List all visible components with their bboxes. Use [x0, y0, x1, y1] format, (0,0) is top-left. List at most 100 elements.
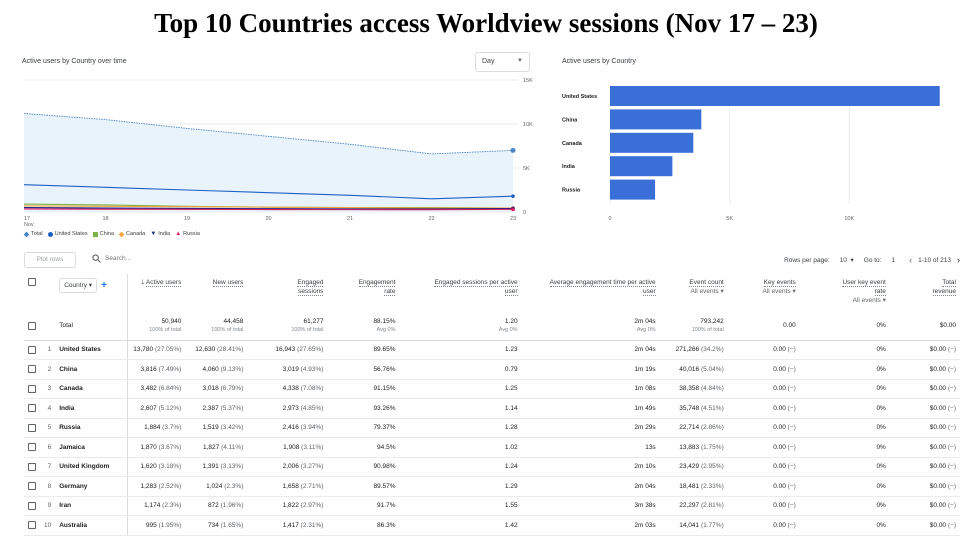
bar [610, 86, 940, 106]
plot-rows-button[interactable]: Plot rows [24, 252, 76, 268]
table-row[interactable]: 1 United States 13,780 (27.05%) 12,630 (28.… [24, 340, 960, 360]
search-input[interactable] [105, 255, 185, 262]
total-subtext: Avg 0% [636, 327, 656, 334]
column-header-label: Key events [763, 279, 796, 287]
column-header[interactable]: New users [185, 274, 247, 312]
column-header[interactable]: 🡓 Active users [127, 274, 185, 312]
column-header[interactable]: Engagement rate [327, 274, 399, 312]
table-cell: 91.15% [327, 379, 400, 399]
metric-filter-select[interactable]: All events ▾ [762, 288, 796, 295]
legend-swatch-icon [92, 231, 98, 237]
cell-percent: (−) [947, 463, 956, 471]
row-checkbox[interactable] [28, 404, 36, 413]
row-checkbox[interactable] [28, 443, 36, 452]
y-tick-label: 0 [523, 210, 526, 216]
slide-title: Top 10 Countries access Worldview sessio… [154, 8, 818, 38]
table-cell: $0.00 (−) [889, 379, 960, 399]
table-cell: 22,714 (2.86%) [659, 418, 728, 438]
cell-value: 2,973 [282, 404, 299, 412]
table-cell: 0% [799, 418, 890, 438]
line-chart-legend: Total United States China Canada ▼ India ▲ Russ… [23, 231, 200, 237]
table-row[interactable]: 4 India 2,607 (5.12%) 2,387 (5.37%) 2,973 (4… [24, 398, 960, 419]
cell-percent: (5.37%) [220, 404, 244, 412]
column-header[interactable]: User key event rate All events ▾ [800, 274, 890, 312]
sort-desc-icon[interactable]: 🡓 [141, 279, 146, 286]
cell-percent: (3.42%) [220, 424, 244, 432]
table-row[interactable]: 10 Australia 995 (1.95%) 734 (1.65%) 1,417 (… [24, 515, 960, 536]
column-header[interactable]: Total revenue [890, 274, 960, 312]
legend-item[interactable]: Canada [118, 231, 145, 237]
table-cell: 89.65% [327, 340, 400, 360]
row-checkbox[interactable] [28, 501, 36, 510]
legend-item[interactable]: ▼ India [150, 231, 170, 237]
add-dimension-icon[interactable]: + [101, 279, 107, 291]
bar [610, 109, 702, 130]
legend-item[interactable]: ▲ Russia [175, 231, 200, 237]
cell-percent: (−) [787, 404, 796, 412]
table-row[interactable]: 3 Canada 3,482 (6.84%) 3,018 (6.79%) 4,338 (… [24, 379, 960, 399]
table-row[interactable]: 8 Germany 1,283 (2.52%) 1,024 (2.3%) 1,658 (… [24, 476, 960, 497]
cell-value: $0.00 [929, 482, 947, 490]
table-row[interactable]: 6 Jamaica 1,870 (3.67%) 1,827 (4.11%) 1,908 … [24, 437, 960, 458]
table-cell: 0.00 (−) [727, 340, 800, 360]
dimension-select[interactable]: Country ▾ [59, 278, 98, 293]
total-cell: $0.00 [889, 312, 960, 341]
table-cell: 734 (1.65%) [185, 515, 248, 536]
pagination: Rows per page: 10 ▾ Go to: 1 ‹ 1-10 of 2… [784, 255, 960, 265]
row-checkbox[interactable] [28, 423, 36, 432]
cell-percent: (−) [947, 482, 956, 490]
column-header-label: Average engagement time per active [549, 279, 656, 287]
table-cell: 94.5% [327, 437, 400, 458]
column-header[interactable]: Engaged sessions [247, 274, 327, 312]
row-checkbox[interactable] [28, 365, 36, 374]
search-box[interactable] [92, 254, 185, 263]
select-all-checkbox[interactable] [28, 278, 36, 287]
cell-value: 0.00 [773, 346, 786, 354]
row-checkbox[interactable] [28, 345, 36, 354]
table-cell: 0% [799, 379, 890, 399]
column-header[interactable]: Average engagement time per active user [522, 274, 660, 312]
column-header-label-2: user [643, 288, 656, 296]
country-name: Iran [55, 496, 128, 516]
table-cell: 1,417 (2.31%) [247, 515, 328, 536]
cell-value: 0.00 [773, 463, 786, 471]
column-header[interactable]: Event count All events ▾ [660, 274, 728, 312]
column-header[interactable]: Engaged sessions per active user [399, 274, 521, 312]
cell-value: 1,391 [202, 463, 219, 471]
row-checkbox[interactable] [28, 462, 36, 471]
legend-item[interactable]: United States [47, 231, 88, 237]
table-row[interactable]: 7 United Kingdom 1,620 (3.18%) 1,391 (3.13%… [24, 457, 960, 477]
cell-percent: (4.85%) [300, 404, 324, 412]
row-checkbox[interactable] [28, 521, 36, 530]
cell-percent: (3.94%) [300, 424, 324, 432]
legend-item[interactable]: Total [23, 231, 43, 237]
table-row[interactable]: 5 Russia 1,884 (3.7%) 1,519 (3.42%) 2,416 (3… [24, 418, 960, 438]
row-checkbox[interactable] [28, 321, 36, 330]
granularity-select[interactable]: Day ▼ [475, 52, 530, 72]
metric-filter-select[interactable]: All events ▾ [852, 297, 886, 304]
rows-per-page-select[interactable]: 10 ▾ [836, 256, 858, 264]
cell-value: 1.23 [504, 346, 518, 354]
cell-percent: (1.77%) [700, 521, 724, 529]
legend-item[interactable]: China [92, 231, 114, 237]
row-checkbox[interactable] [28, 482, 36, 491]
cell-percent: (4.51%) [700, 404, 724, 412]
table-row[interactable]: 9 Iran 1,174 (2.3%) 872 (1.96%) 1,822 (2.97%… [24, 496, 960, 516]
cell-percent: (−) [787, 521, 796, 529]
table-row[interactable]: 2 China 3,816 (7.49%) 4,060 (9.13%) 3,019 (4… [24, 359, 960, 380]
column-header[interactable]: Key events All events ▾ [728, 274, 800, 312]
rows-per-page-label: Rows per page: [784, 256, 830, 264]
chevron-right-icon[interactable]: › [957, 255, 960, 265]
table-cell: 38,358 (4.84%) [659, 379, 728, 399]
bar-category-label: United States [562, 94, 597, 100]
goto-input[interactable]: 1 [891, 256, 896, 264]
row-checkbox[interactable] [28, 384, 36, 393]
table-cell: 1.25 [399, 379, 522, 399]
metric-filter-select[interactable]: All events ▾ [690, 288, 724, 295]
cell-value: $0.00 [929, 424, 947, 432]
cell-value: 91.7% [377, 502, 396, 510]
total-value: 2m 04s [634, 318, 656, 326]
cell-value: 3m 38s [634, 502, 656, 510]
chevron-left-icon[interactable]: ‹ [909, 255, 913, 265]
cell-percent: (2.3%) [224, 482, 244, 490]
